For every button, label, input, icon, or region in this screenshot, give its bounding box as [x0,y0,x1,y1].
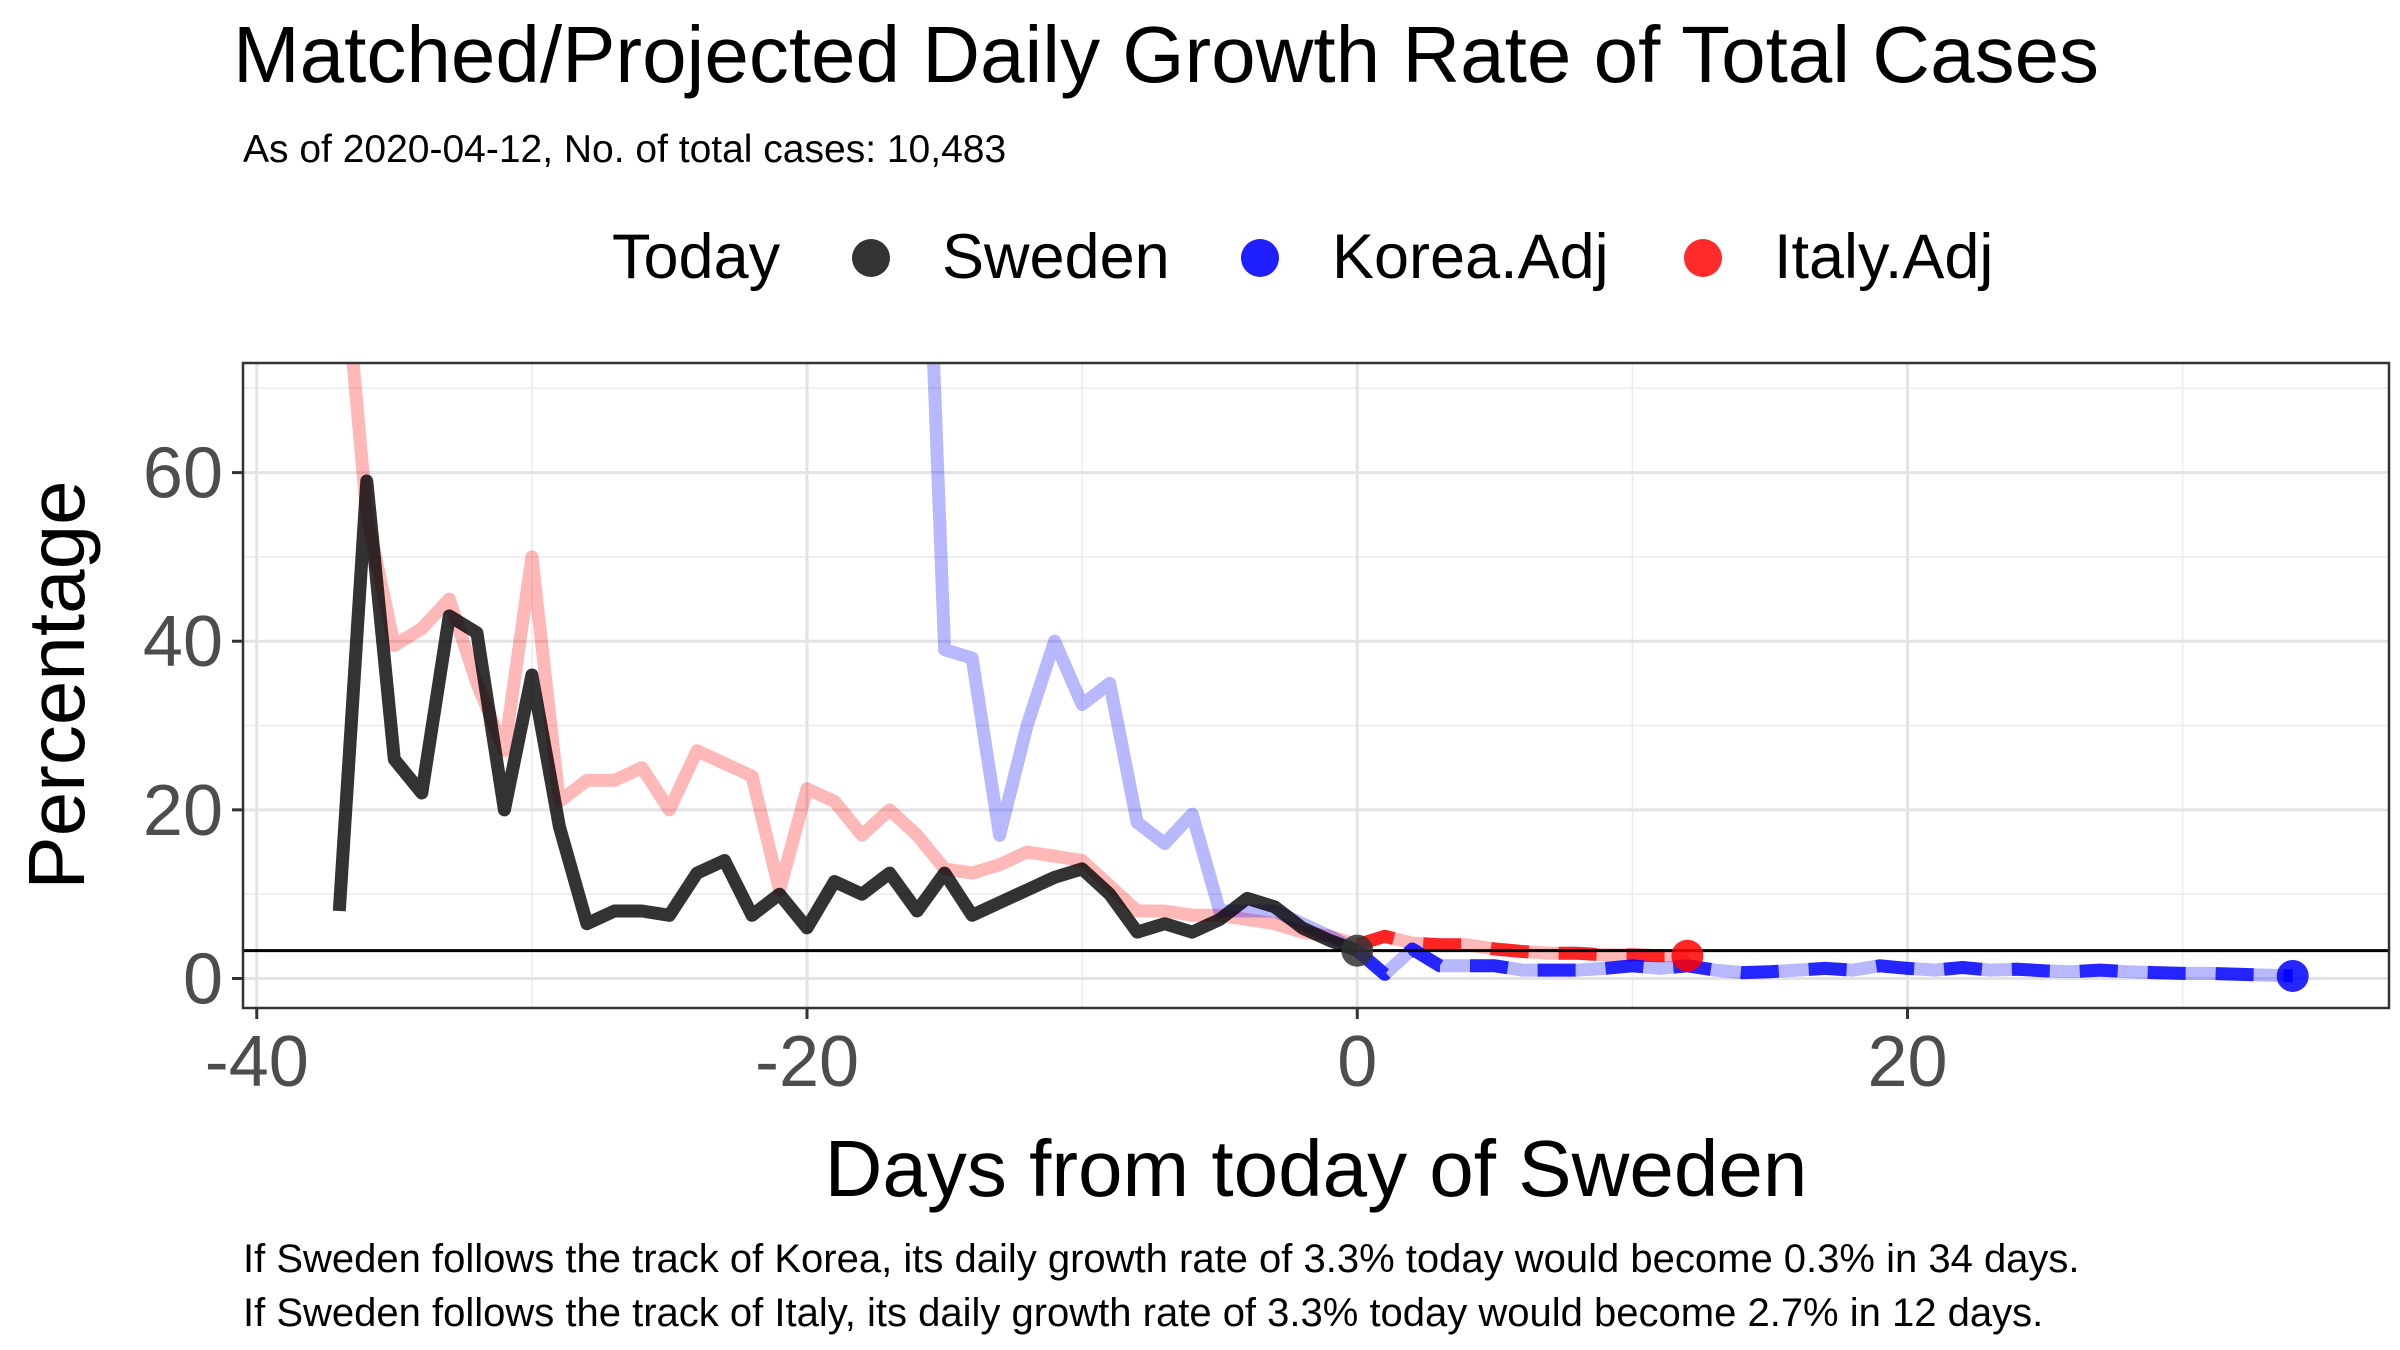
x-tick-label: 20 [1867,1022,1947,1102]
plot-border [241,361,2391,1010]
x-axis-title: Days from today of Sweden [825,1124,1808,1213]
note-italy: If Sweden follows the track of Italy, it… [243,1291,2043,1335]
today-marker-sweden [1341,934,1374,967]
legend-label-korea: Korea.Adj [1332,222,1609,292]
y-tick-label: 20 [143,771,223,851]
legend-label-sweden: Sweden [942,222,1170,292]
plot-panel [243,363,2389,1008]
x-tick-label: 0 [1337,1022,1377,1102]
legend-label-italy: Italy.Adj [1774,222,1993,292]
today-markers [1341,934,2309,992]
series-projection-korea [1353,942,2293,983]
axes: -40 -20 0 20 0 20 40 60 [143,434,1948,1102]
y-axis-title: Percentage [12,480,101,889]
note-korea: If Sweden follows the track of Korea, it… [243,1237,2080,1281]
today-marker-italy [1671,939,1704,972]
x-tick-label: -20 [755,1022,859,1102]
x-tick-label: -40 [205,1022,309,1102]
series-line-korea [927,363,2293,983]
y-tick-label: 60 [143,434,223,514]
gridlines [243,363,2389,1008]
legend-key-korea [1241,239,1279,277]
series-line-italy [346,363,1688,963]
today-marker-korea [2276,959,2309,992]
chart-subtitle: As of 2020-04-12, No. of total cases: 10… [243,128,1006,171]
legend-title: Today [612,222,781,292]
y-tick-label: 40 [143,602,223,682]
y-tick-label: 0 [183,939,223,1019]
legend-key-sweden [852,239,890,277]
chart-title: Matched/Projected Daily Growth Rate of T… [233,10,2099,99]
legend: Today Sweden Korea.Adj Italy.Adj [612,222,1993,292]
legend-key-italy [1684,239,1722,277]
series-lines [332,363,2293,983]
series-line-sweden [332,474,1360,957]
